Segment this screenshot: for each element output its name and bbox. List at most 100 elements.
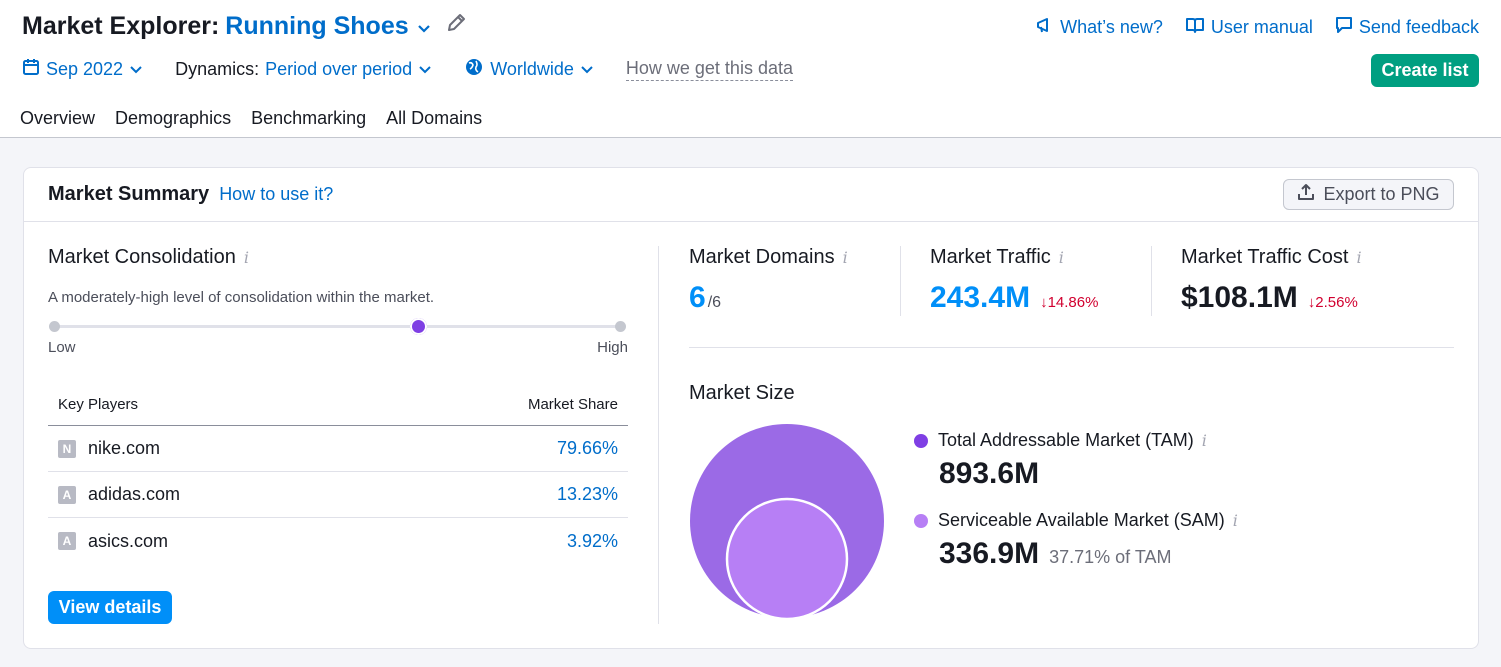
chat-icon bbox=[1335, 16, 1353, 39]
table-row: A asics.com 3.92% bbox=[48, 518, 628, 564]
panel-divider bbox=[658, 246, 659, 624]
dynamics-label: Dynamics: bbox=[175, 58, 260, 79]
metric-divider bbox=[900, 246, 901, 316]
metric-label-row: Market Traffic i bbox=[930, 246, 1098, 269]
domain-name: adidas.com bbox=[88, 484, 181, 504]
scale-labels: Low High bbox=[48, 339, 628, 356]
sam-legend: Serviceable Available Market (SAM) i 336… bbox=[914, 510, 1238, 571]
sam-label: Serviceable Available Market (SAM) bbox=[938, 510, 1225, 530]
consolidation-description: A moderately-high level of consolidation… bbox=[48, 289, 435, 306]
key-players-table: Key Players Market Share N nike.com 79.6… bbox=[48, 396, 628, 564]
pencil-icon[interactable] bbox=[445, 12, 467, 41]
market-traffic-metric: Market Traffic i 243.4M ↓14.86% bbox=[930, 246, 1098, 315]
market-traffic-change: ↓14.86% bbox=[1040, 294, 1099, 311]
chevron-down-icon[interactable] bbox=[417, 12, 431, 41]
sam-value-row: 336.9M 37.71% of TAM bbox=[939, 537, 1238, 571]
chevron-down-icon bbox=[418, 59, 432, 80]
market-size-chart bbox=[689, 423, 885, 621]
top-links: What’s new? User manual Send feedback bbox=[1036, 16, 1479, 39]
domain-name: asics.com bbox=[88, 530, 169, 551]
tab-bar: Overview Demographics Benchmarking All D… bbox=[20, 108, 482, 139]
tab-overview[interactable]: Overview bbox=[20, 108, 96, 139]
card-header: Market Summary How to use it? Export to … bbox=[24, 168, 1478, 222]
consolidation-level-marker bbox=[410, 318, 427, 335]
scale-high-dot bbox=[615, 321, 626, 332]
book-icon bbox=[1185, 16, 1205, 39]
tab-demographics[interactable]: Demographics bbox=[115, 108, 232, 128]
section-divider bbox=[689, 347, 1454, 348]
table-row: A adidas.com 13.23% bbox=[48, 472, 628, 518]
tam-legend-label-row: Total Addressable Market (TAM) i bbox=[914, 430, 1207, 451]
globe-icon bbox=[464, 57, 484, 82]
send-feedback-link[interactable]: Send feedback bbox=[1335, 16, 1479, 39]
user-manual-link[interactable]: User manual bbox=[1185, 16, 1313, 39]
chevron-down-icon bbox=[129, 59, 143, 80]
megaphone-icon bbox=[1036, 16, 1054, 39]
whats-new-label: What’s new? bbox=[1060, 17, 1163, 37]
market-summary-card: Market Summary How to use it? Export to … bbox=[23, 167, 1479, 649]
market-share-value[interactable]: 79.66% bbox=[556, 438, 618, 458]
info-icon[interactable]: i bbox=[1356, 248, 1362, 267]
market-traffic-cost-value: $108.1M bbox=[1181, 281, 1298, 314]
export-png-button[interactable]: Export to PNG bbox=[1283, 179, 1454, 210]
market-traffic-label: Market Traffic bbox=[930, 246, 1051, 268]
col-key-players: Key Players bbox=[58, 396, 139, 413]
title-prefix: Market Explorer: bbox=[22, 12, 220, 40]
favicon-icon: A bbox=[58, 485, 76, 504]
favicon-icon: A bbox=[58, 532, 76, 550]
metric-value-row: 6 /6 bbox=[689, 281, 848, 315]
scale-low-label: Low bbox=[48, 339, 76, 356]
market-traffic-cost-change: ↓2.56% bbox=[1307, 294, 1358, 311]
dynamics-selector[interactable]: Dynamics: Period over period bbox=[175, 59, 432, 80]
market-consolidation-panel: Market Consolidation i A moderately-high… bbox=[48, 246, 628, 564]
tab-benchmarking[interactable]: Benchmarking bbox=[251, 108, 367, 128]
market-name[interactable]: Running Shoes bbox=[225, 12, 409, 40]
date-selector[interactable]: Sep 2022 bbox=[22, 58, 143, 81]
metric-value-row: $108.1M ↓2.56% bbox=[1181, 281, 1362, 315]
chevron-down-icon bbox=[580, 59, 594, 80]
sam-note: 37.71% of TAM bbox=[1049, 547, 1172, 567]
market-domains-total: /6 bbox=[707, 294, 722, 311]
scale-track bbox=[54, 325, 616, 328]
export-label: Export to PNG bbox=[1323, 184, 1440, 204]
metric-label-row: Market Domains i bbox=[689, 246, 848, 269]
info-icon[interactable]: i bbox=[1058, 248, 1064, 267]
date-value: Sep 2022 bbox=[46, 58, 124, 79]
market-traffic-value[interactable]: 243.4M bbox=[930, 281, 1031, 314]
whats-new-link[interactable]: What’s new? bbox=[1036, 16, 1163, 39]
dynamics-value: Period over period bbox=[265, 58, 413, 79]
tab-all-domains[interactable]: All Domains bbox=[386, 108, 483, 128]
market-share-value[interactable]: 3.92% bbox=[566, 530, 618, 551]
user-manual-label: User manual bbox=[1210, 17, 1313, 37]
tabs-divider bbox=[0, 137, 1501, 138]
filter-bar: Sep 2022 Dynamics: Period over period Wo… bbox=[22, 56, 793, 82]
info-icon[interactable]: i bbox=[243, 248, 249, 267]
create-list-button[interactable]: Create list bbox=[1371, 54, 1479, 87]
col-market-share: Market Share bbox=[527, 396, 618, 413]
market-share-value[interactable]: 13.23% bbox=[556, 484, 618, 504]
page-title: Market Explorer: Running Shoes bbox=[22, 12, 467, 41]
region-value: Worldwide bbox=[490, 58, 574, 79]
info-icon[interactable]: i bbox=[842, 248, 848, 267]
sam-circle bbox=[725, 497, 849, 621]
region-selector[interactable]: Worldwide bbox=[464, 57, 594, 82]
send-feedback-label: Send feedback bbox=[1358, 17, 1479, 37]
market-domains-label: Market Domains bbox=[689, 246, 835, 268]
info-icon[interactable]: i bbox=[1232, 511, 1238, 530]
how-we-get-data-link[interactable]: How we get this data bbox=[625, 58, 793, 81]
calendar-icon bbox=[22, 58, 40, 81]
domain-cell: N nike.com bbox=[58, 438, 160, 459]
market-domains-value[interactable]: 6 bbox=[689, 281, 706, 314]
how-to-use-link[interactable]: How to use it? bbox=[219, 184, 334, 204]
view-details-button[interactable]: View details bbox=[48, 591, 172, 624]
info-icon[interactable]: i bbox=[1201, 431, 1207, 450]
scale-high-label: High bbox=[597, 339, 628, 356]
market-domains-metric: Market Domains i 6 /6 bbox=[689, 246, 848, 315]
consolidation-title: Market Consolidation bbox=[48, 246, 236, 268]
sam-value: 336.9M bbox=[939, 537, 1040, 570]
market-traffic-cost-metric: Market Traffic Cost i $108.1M ↓2.56% bbox=[1181, 246, 1362, 315]
domain-cell: A asics.com bbox=[58, 531, 168, 552]
tam-color-dot bbox=[914, 433, 928, 448]
favicon-icon: N bbox=[58, 439, 76, 458]
domain-cell: A adidas.com bbox=[58, 484, 180, 505]
